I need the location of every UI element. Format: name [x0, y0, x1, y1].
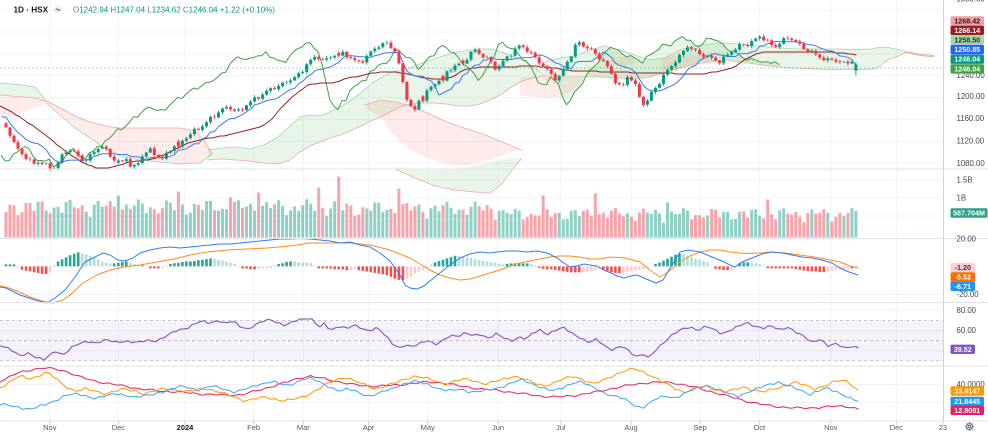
- svg-text:-20.00: -20.00: [957, 290, 980, 299]
- svg-text:Nov: Nov: [43, 423, 57, 432]
- svg-text:1B: 1B: [957, 194, 967, 203]
- svg-text:Mar: Mar: [297, 423, 310, 432]
- svg-text:1200.00: 1200.00: [957, 92, 986, 101]
- svg-text:20.00: 20.00: [957, 235, 977, 244]
- svg-text:1258.50: 1258.50: [954, 35, 980, 44]
- svg-text:1268.42: 1268.42: [954, 16, 980, 25]
- svg-text:80.00: 80.00: [957, 306, 977, 315]
- svg-text:21.8445: 21.8445: [954, 397, 980, 406]
- svg-text:1266.14: 1266.14: [954, 26, 980, 35]
- svg-text:1.5B: 1.5B: [957, 176, 973, 185]
- svg-text:1250.85: 1250.85: [954, 45, 980, 54]
- svg-text:1246.04: 1246.04: [954, 55, 980, 64]
- svg-text:12.8081: 12.8081: [954, 406, 980, 415]
- svg-text:Jun: Jun: [492, 423, 504, 432]
- svg-text:23: 23: [939, 423, 947, 432]
- svg-text:60.00: 60.00: [957, 326, 977, 335]
- svg-text:1080.00: 1080.00: [957, 159, 986, 168]
- svg-text:Oct: Oct: [753, 423, 766, 432]
- svg-text:Feb: Feb: [247, 423, 260, 432]
- svg-text:587.704M: 587.704M: [953, 209, 985, 218]
- svg-text:-1.20: -1.20: [955, 263, 971, 272]
- svg-text:1240.00: 1240.00: [957, 71, 986, 80]
- svg-text:-5.52: -5.52: [955, 273, 971, 282]
- svg-text:Dec: Dec: [890, 423, 904, 432]
- svg-text:40.0000: 40.0000: [957, 380, 986, 389]
- svg-text:Jul: Jul: [556, 423, 566, 432]
- svg-text:Dec: Dec: [112, 423, 126, 432]
- svg-text:1300.00: 1300.00: [957, 0, 986, 3]
- svg-text:2024: 2024: [177, 423, 195, 432]
- svg-text:1160.00: 1160.00: [957, 114, 985, 123]
- svg-text:1120.00: 1120.00: [957, 137, 985, 146]
- svg-text:O1242.94 H1247.04 L1234.62 C12: O1242.94 H1247.04 L1234.62 C1246.04 +1.2…: [73, 5, 275, 14]
- svg-text:1D · HSX: 1D · HSX: [14, 5, 49, 14]
- svg-text:Apr: Apr: [363, 423, 375, 432]
- svg-text:Nov: Nov: [824, 423, 838, 432]
- svg-text:Aug: Aug: [624, 423, 637, 432]
- svg-text:May: May: [421, 423, 435, 432]
- svg-text:39.52: 39.52: [954, 345, 972, 354]
- svg-text:Sep: Sep: [693, 423, 706, 432]
- svg-text:1246.04: 1246.04: [954, 64, 980, 73]
- svg-text:33.4147: 33.4147: [954, 387, 980, 396]
- svg-text:-6.71: -6.71: [955, 282, 971, 291]
